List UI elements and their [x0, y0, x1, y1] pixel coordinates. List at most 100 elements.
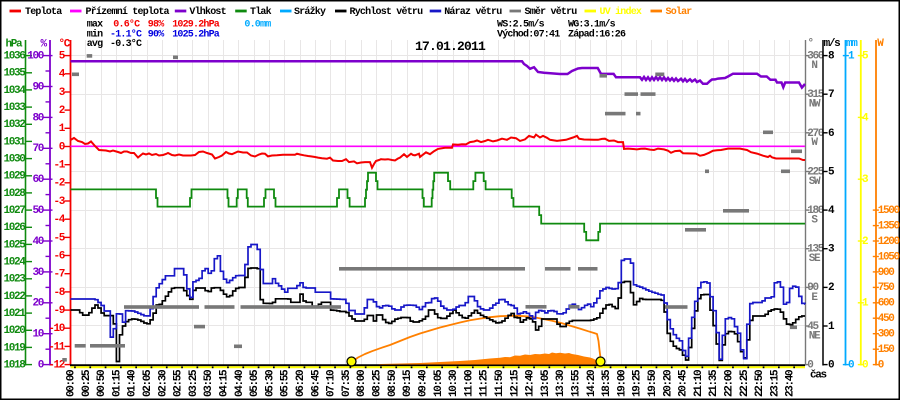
svg-text:7: 7	[828, 89, 834, 101]
svg-text:13:05: 13:05	[540, 369, 552, 397]
svg-text:09:15: 09:15	[402, 369, 414, 397]
svg-text:00:00: 00:00	[66, 370, 78, 397]
svg-text:4: 4	[862, 112, 869, 124]
svg-text:4: 4	[828, 205, 835, 217]
svg-text:98%: 98%	[148, 20, 164, 31]
svg-text:10:30: 10:30	[448, 370, 460, 397]
svg-text:04:15: 04:15	[219, 369, 231, 397]
svg-text:1: 1	[828, 321, 835, 333]
svg-text:14:20: 14:20	[586, 370, 598, 397]
svg-text:mm: mm	[846, 38, 858, 50]
svg-text:WG:3.1m/s: WG:3.1m/s	[568, 19, 616, 31]
svg-text:05:05: 05:05	[249, 369, 261, 397]
svg-text:-2: -2	[53, 178, 64, 190]
svg-text:750: 750	[878, 282, 895, 294]
svg-text:0: 0	[828, 360, 834, 372]
svg-text:1033: 1033	[3, 102, 26, 114]
svg-text:S: S	[811, 215, 818, 227]
svg-text:03:25: 03:25	[188, 369, 200, 397]
svg-text:135: 135	[807, 244, 825, 256]
svg-text:22:00: 22:00	[724, 370, 736, 397]
svg-text:8: 8	[828, 51, 835, 63]
svg-text:05:55: 05:55	[280, 369, 292, 397]
svg-text:-0.3°C: -0.3°C	[110, 38, 142, 50]
svg-text:08:50: 08:50	[387, 370, 399, 397]
svg-text:08:25: 08:25	[372, 369, 384, 397]
svg-text:11:25: 11:25	[479, 369, 491, 397]
svg-text:19:00: 19:00	[616, 370, 628, 397]
svg-text:1024: 1024	[3, 257, 26, 269]
svg-text:avg: avg	[87, 39, 103, 50]
svg-text:3: 3	[828, 244, 835, 256]
svg-text:-12: -12	[48, 360, 65, 372]
svg-text:3: 3	[59, 87, 66, 99]
svg-text:0: 0	[807, 360, 813, 372]
svg-text:1029: 1029	[3, 171, 25, 183]
svg-text:Teplota: Teplota	[25, 6, 62, 18]
svg-text:1: 1	[848, 51, 855, 63]
svg-text:Vlhkost: Vlhkost	[189, 6, 226, 18]
svg-text:1350: 1350	[878, 221, 900, 233]
svg-text:5: 5	[59, 51, 66, 63]
svg-text:18:35: 18:35	[601, 369, 613, 397]
svg-text:1032: 1032	[3, 119, 25, 131]
svg-text:22:50: 22:50	[754, 370, 766, 397]
svg-text:08:00: 08:00	[356, 370, 368, 397]
svg-text:-5: -5	[53, 232, 65, 244]
svg-text:17.01.2011: 17.01.2011	[415, 39, 486, 54]
svg-text:NE: NE	[809, 330, 821, 342]
svg-text:23:15: 23:15	[769, 369, 781, 397]
svg-text:900: 900	[878, 267, 895, 279]
svg-text:N: N	[811, 60, 817, 72]
svg-text:0: 0	[878, 360, 884, 372]
svg-text:Směr větru: Směr větru	[525, 6, 578, 18]
svg-text:01:40: 01:40	[127, 370, 139, 397]
svg-text:1034: 1034	[3, 85, 26, 97]
svg-text:1025: 1025	[3, 239, 26, 251]
svg-text:1: 1	[59, 123, 66, 135]
svg-text:20:45: 20:45	[678, 369, 690, 397]
svg-text:315: 315	[807, 89, 825, 101]
svg-text:-1: -1	[53, 160, 65, 172]
svg-text:1026: 1026	[3, 222, 25, 234]
svg-text:20:20: 20:20	[662, 370, 674, 397]
svg-text:450: 450	[878, 313, 895, 325]
svg-text:Srážky: Srážky	[294, 6, 326, 18]
svg-text:0.0mm: 0.0mm	[244, 20, 271, 31]
svg-text:13:55: 13:55	[571, 369, 583, 397]
svg-text:03:50: 03:50	[203, 370, 215, 397]
svg-text:°C: °C	[59, 39, 71, 51]
svg-text:02:30: 02:30	[157, 370, 169, 397]
svg-text:5: 5	[828, 166, 835, 178]
svg-text:11:00: 11:00	[463, 370, 475, 397]
svg-text:1022: 1022	[3, 291, 25, 303]
svg-text:5: 5	[862, 51, 869, 63]
svg-text:1035: 1035	[3, 68, 26, 80]
svg-text:1030: 1030	[3, 154, 25, 166]
svg-text:00:25: 00:25	[81, 369, 93, 397]
svg-text:1018: 1018	[3, 360, 26, 372]
svg-text:1: 1	[862, 298, 869, 310]
svg-text:Přízemní teplota: Přízemní teplota	[86, 6, 170, 18]
svg-text:90: 90	[807, 282, 818, 294]
svg-text:-7: -7	[53, 269, 64, 281]
svg-text:40: 40	[32, 236, 43, 248]
svg-text:11:50: 11:50	[494, 370, 506, 397]
svg-text:-10: -10	[48, 323, 65, 335]
svg-text:150: 150	[878, 344, 895, 356]
svg-text:Náraz větru: Náraz větru	[444, 6, 502, 18]
svg-text:1500: 1500	[878, 205, 900, 217]
svg-text:45: 45	[807, 321, 819, 333]
svg-text:10:05: 10:05	[433, 369, 445, 397]
svg-text:90: 90	[32, 81, 43, 93]
svg-text:22:25: 22:25	[739, 369, 751, 397]
svg-text:06:20: 06:20	[295, 370, 307, 397]
svg-text:-4: -4	[53, 214, 65, 226]
svg-text:UV index: UV index	[600, 6, 642, 18]
svg-text:Východ:07:41: Východ:07:41	[497, 29, 560, 41]
svg-text:2: 2	[828, 282, 834, 294]
svg-text:SW: SW	[809, 176, 821, 188]
svg-text:hPa: hPa	[6, 39, 24, 51]
svg-text:1025.2hPa: 1025.2hPa	[172, 29, 220, 41]
svg-text:1200: 1200	[878, 236, 900, 248]
